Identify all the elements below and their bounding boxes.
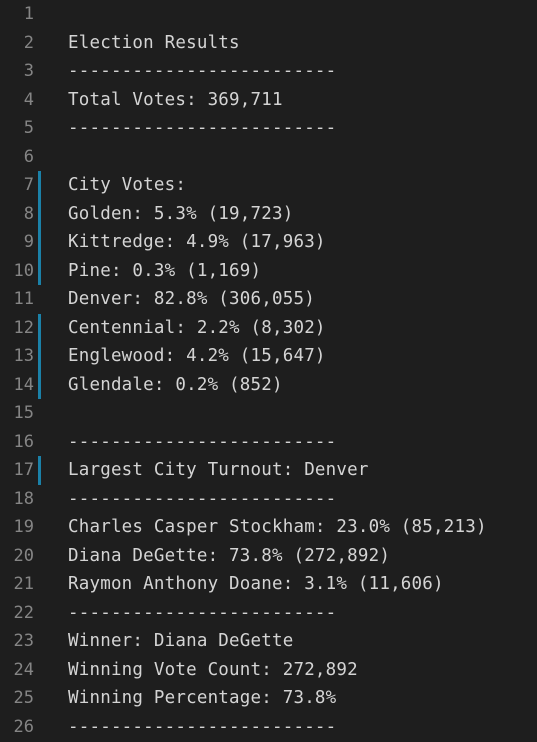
line-text[interactable]: ------------------------- (68, 716, 337, 737)
line-number: 17 (13, 460, 34, 481)
line-text[interactable]: Raymon Anthony Doane: 3.1% (11,606) (68, 574, 444, 595)
line-number: 25 (13, 688, 34, 709)
line-text[interactable]: Winner: Diana DeGette (68, 631, 294, 652)
modified-line-marker (38, 256, 41, 285)
editor-line[interactable]: 10 Pine: 0.3% (1,169) (0, 256, 537, 285)
editor-line[interactable]: 24 Winning Vote Count: 272,892 (0, 656, 537, 685)
line-text[interactable]: Golden: 5.3% (19,723) (68, 203, 294, 224)
editor-line[interactable]: 12 Centennial: 2.2% (8,302) (0, 313, 537, 342)
editor-line[interactable]: 16 ------------------------- (0, 428, 537, 457)
line-number: 9 (23, 232, 34, 253)
line-text[interactable]: Pine: 0.3% (1,169) (68, 260, 262, 281)
editor-line[interactable]: 3 ------------------------- (0, 57, 537, 86)
editor-line[interactable]: 14 Glendale: 0.2% (852) (0, 370, 537, 399)
editor-line[interactable]: 5 ------------------------- (0, 114, 537, 143)
line-number: 11 (13, 289, 34, 310)
modified-line-marker (38, 171, 41, 200)
editor-line[interactable]: 11 Denver: 82.8% (306,055) (0, 285, 537, 314)
line-text[interactable]: Centennial: 2.2% (8,302) (68, 317, 326, 338)
editor-line[interactable]: 15 (0, 399, 537, 428)
line-number: 18 (13, 488, 34, 509)
line-number: 15 (13, 403, 34, 424)
editor-line[interactable]: 26 ------------------------- (0, 713, 537, 742)
line-number: 10 (13, 260, 34, 281)
editor-line[interactable]: 21 Raymon Anthony Doane: 3.1% (11,606) (0, 570, 537, 599)
editor-line[interactable]: 13 Englewood: 4.2% (15,647) (0, 342, 537, 371)
editor-line[interactable]: 25 Winning Percentage: 73.8% (0, 684, 537, 713)
line-text[interactable]: ------------------------- (68, 61, 337, 82)
modified-line-marker (38, 313, 41, 342)
editor-line[interactable]: 19 Charles Casper Stockham: 23.0% (85,213… (0, 513, 537, 542)
line-number: 2 (23, 32, 34, 53)
line-text[interactable]: Winning Percentage: 73.8% (68, 688, 337, 709)
line-number: 1 (23, 4, 34, 25)
modified-line-marker (38, 456, 41, 485)
line-number: 20 (13, 545, 34, 566)
line-number: 24 (13, 659, 34, 680)
line-text[interactable]: ------------------------- (68, 118, 337, 139)
line-text[interactable]: Denver: 82.8% (306,055) (68, 289, 315, 310)
modified-line-marker (38, 342, 41, 371)
line-text[interactable]: Election Results (68, 32, 240, 53)
line-number: 7 (23, 175, 34, 196)
editor-line[interactable]: 1 (0, 0, 537, 29)
line-text[interactable]: Glendale: 0.2% (852) (68, 374, 283, 395)
modified-line-marker (38, 199, 41, 228)
modified-line-marker (38, 370, 41, 399)
line-number: 5 (23, 118, 34, 139)
line-number: 13 (13, 346, 34, 367)
editor-line[interactable]: 8 Golden: 5.3% (19,723) (0, 199, 537, 228)
modified-line-marker (38, 228, 41, 257)
line-text[interactable]: Kittredge: 4.9% (17,963) (68, 232, 326, 253)
editor-line[interactable]: 22 ------------------------- (0, 599, 537, 628)
line-text[interactable]: Largest City Turnout: Denver (68, 460, 369, 481)
line-number: 26 (13, 716, 34, 737)
line-text[interactable]: ------------------------- (68, 431, 337, 452)
line-text[interactable]: Diana DeGette: 73.8% (272,892) (68, 545, 391, 566)
editor-line[interactable]: 18 ------------------------- (0, 485, 537, 514)
line-number: 6 (23, 146, 34, 167)
line-number: 22 (13, 602, 34, 623)
line-number: 16 (13, 431, 34, 452)
editor-line[interactable]: 2 Election Results (0, 29, 537, 58)
line-number: 12 (13, 317, 34, 338)
line-text[interactable]: Winning Vote Count: 272,892 (68, 659, 358, 680)
line-number: 4 (23, 89, 34, 110)
line-number: 23 (13, 631, 34, 652)
line-number: 19 (13, 517, 34, 538)
editor-line[interactable]: 20 Diana DeGette: 73.8% (272,892) (0, 542, 537, 571)
line-text[interactable]: ------------------------- (68, 602, 337, 623)
line-number: 21 (13, 574, 34, 595)
line-text[interactable]: Englewood: 4.2% (15,647) (68, 346, 326, 367)
editor-line[interactable]: 17 Largest City Turnout: Denver (0, 456, 537, 485)
line-text[interactable]: Total Votes: 369,711 (68, 89, 283, 110)
line-number: 8 (23, 203, 34, 224)
line-text[interactable]: Charles Casper Stockham: 23.0% (85,213) (68, 517, 487, 538)
line-text[interactable]: City Votes: (68, 175, 187, 196)
line-number: 3 (23, 61, 34, 82)
editor-line[interactable]: 9 Kittredge: 4.9% (17,963) (0, 228, 537, 257)
editor-line[interactable]: 7 City Votes: (0, 171, 537, 200)
editor-line[interactable]: 6 (0, 143, 537, 172)
editor-line[interactable]: 23 Winner: Diana DeGette (0, 627, 537, 656)
line-text[interactable]: ------------------------- (68, 488, 337, 509)
editor-line[interactable]: 4 Total Votes: 369,711 (0, 86, 537, 115)
line-number: 14 (13, 374, 34, 395)
